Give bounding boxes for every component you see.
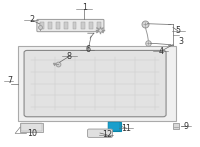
Bar <box>20 123 43 132</box>
Text: 9: 9 <box>183 122 188 131</box>
FancyBboxPatch shape <box>24 50 166 117</box>
Text: 3: 3 <box>178 37 183 46</box>
Text: 5: 5 <box>175 26 180 35</box>
Text: 11: 11 <box>122 124 132 133</box>
Text: 10: 10 <box>27 129 37 138</box>
Bar <box>73 22 76 29</box>
Bar <box>21 123 42 131</box>
Bar <box>18 46 176 121</box>
FancyBboxPatch shape <box>88 129 112 137</box>
Bar <box>48 22 52 29</box>
Text: 7: 7 <box>8 76 13 85</box>
Bar <box>40 22 44 29</box>
Bar <box>64 22 68 29</box>
Text: 8: 8 <box>67 52 72 61</box>
Bar <box>108 122 120 131</box>
Bar <box>56 22 60 29</box>
Bar <box>108 122 121 131</box>
Bar <box>81 22 85 29</box>
Text: 12: 12 <box>102 130 112 139</box>
FancyBboxPatch shape <box>37 19 104 32</box>
Text: 4: 4 <box>159 47 164 56</box>
Bar <box>89 22 93 29</box>
Text: 1: 1 <box>82 3 87 12</box>
Bar <box>97 22 101 29</box>
Text: 2: 2 <box>29 15 35 24</box>
Text: 6: 6 <box>86 45 91 54</box>
